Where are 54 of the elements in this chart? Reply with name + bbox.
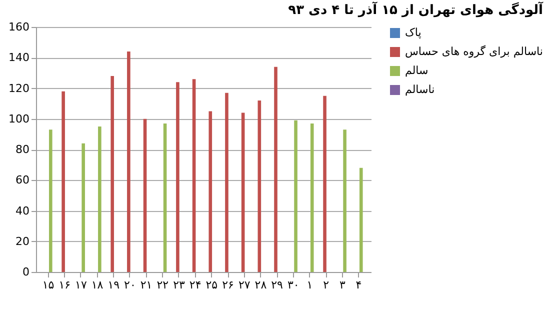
- x-tick-label: ۳۰: [287, 278, 300, 292]
- bar: [274, 66, 278, 272]
- x-tick-label: ۴: [356, 278, 362, 292]
- x-tick-label: ۲۱: [140, 278, 152, 292]
- bar: [310, 123, 314, 272]
- y-tick-label: 80: [16, 143, 30, 156]
- x-tick-label: ۱۷: [75, 278, 87, 292]
- legend-label: ناسالم برای گروه های حساس: [405, 45, 543, 58]
- x-tick-label: ۱۵: [42, 278, 54, 292]
- x-tick-label: ۱۸: [91, 278, 104, 292]
- x-tick-label: ۲۶: [222, 278, 234, 292]
- y-tick-label: 0: [22, 266, 30, 278]
- text: آلودگی هوای تهران از ۱۵ آذر تا ۴ دی ۹۳: [288, 1, 544, 18]
- bar: [163, 123, 167, 272]
- bar: [343, 130, 346, 272]
- bar: [241, 112, 245, 272]
- y-tick-label: 60: [16, 174, 30, 187]
- bar: [208, 111, 212, 272]
- x-tick-label: ۲۴: [189, 278, 202, 292]
- bar: [82, 143, 85, 272]
- bar: [176, 82, 180, 272]
- bar: [359, 168, 363, 272]
- x-tick-label: ۲۸: [254, 278, 267, 292]
- y-tick-label: 140: [8, 51, 30, 64]
- bar: [323, 96, 326, 272]
- x-tick-label: ۳: [339, 278, 346, 292]
- bar: [110, 76, 114, 272]
- x-tick-label: ۱۶: [58, 278, 71, 292]
- y-tick-label: 120: [8, 82, 30, 95]
- bar: [143, 118, 147, 272]
- bar: [258, 100, 262, 272]
- bar: [48, 130, 52, 272]
- x-tick-label: ۲۷: [238, 278, 250, 292]
- x-tick-label: ۱: [306, 278, 313, 292]
- y-tick-label: 160: [8, 20, 30, 34]
- bar: [294, 120, 298, 272]
- legend-label: ناسالم: [405, 83, 435, 96]
- x-tick-label: ۲۳: [173, 278, 185, 292]
- x-tick-label: ۲۲: [156, 278, 169, 292]
- y-tick-label: 40: [16, 204, 30, 218]
- x-tick-label: ۲۵: [206, 278, 218, 292]
- x-tick-label: ۲۰: [124, 278, 136, 292]
- x-tick-label: ۱۹: [108, 278, 120, 292]
- legend-label: پاک: [405, 26, 422, 39]
- y-tick-label: 100: [8, 112, 30, 126]
- bar: [127, 52, 130, 272]
- x-tick-label: ۲: [323, 278, 330, 292]
- y-tick-label: 20: [16, 234, 30, 248]
- bar: [62, 91, 65, 272]
- legend-label: سالم: [405, 64, 428, 77]
- bar: [192, 79, 196, 272]
- bar: [98, 126, 102, 272]
- bar: [225, 92, 228, 272]
- x-tick-label: ۲۹: [271, 278, 284, 292]
